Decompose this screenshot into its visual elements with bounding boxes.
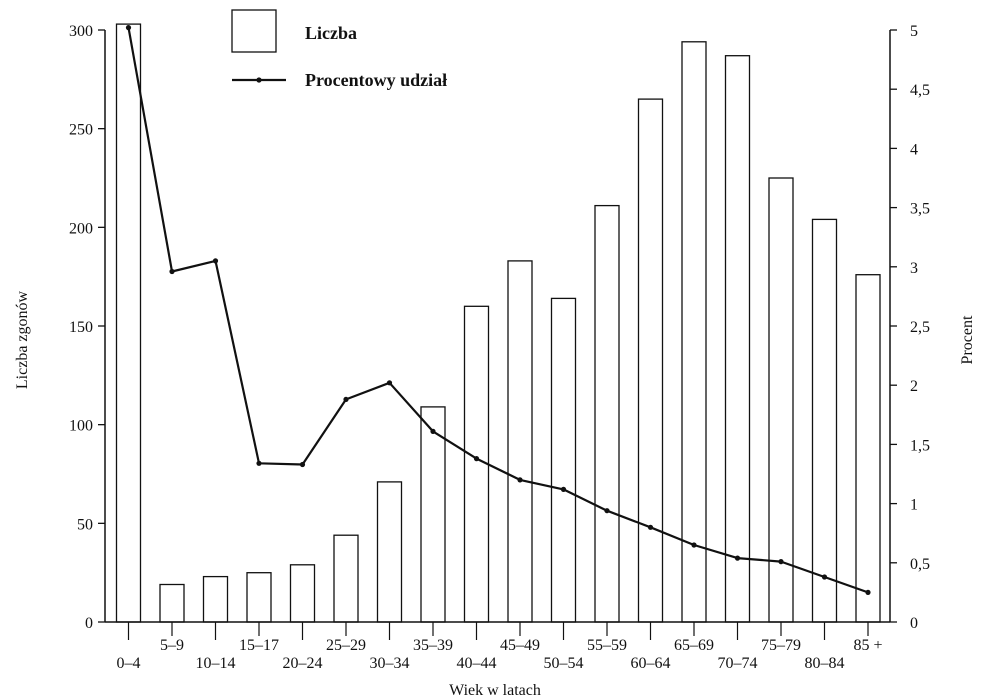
- x-tick-label-8: 40–44: [457, 655, 497, 672]
- bar-4: [289, 564, 316, 623]
- x-tick-label-7: 35–39: [413, 637, 453, 654]
- bars-layer: [115, 23, 881, 623]
- bar-13: [681, 41, 707, 623]
- bar-15: [768, 177, 794, 623]
- x-tick-label-6: 30–34: [370, 655, 410, 672]
- percent-point-3: [256, 460, 262, 466]
- percent-point-4: [299, 461, 306, 468]
- percent-point-9: [517, 477, 523, 483]
- x-tick-label-1: 5–9: [160, 637, 184, 654]
- bar-10: [550, 297, 577, 623]
- x-tick-label-15: 75–79: [761, 637, 801, 654]
- bar-17: [855, 274, 881, 623]
- right-tick-label-0: 0: [910, 615, 918, 632]
- percent-point-14: [734, 555, 741, 561]
- percent-line: [127, 27, 869, 594]
- right-tick-label-9: 4,5: [910, 82, 930, 99]
- percent-point-12: [647, 524, 654, 530]
- x-tick-label-3: 15–17: [239, 637, 279, 654]
- x-tick-label-2: 10–14: [196, 655, 236, 672]
- left-tick-label-5: 250: [69, 122, 93, 139]
- right-tick-label-4: 2: [910, 378, 918, 395]
- x-tick-label-12: 60–64: [631, 655, 671, 672]
- percent-point-17: [865, 589, 871, 596]
- left-tick-label-1: 50: [77, 516, 93, 533]
- x-tick-label-17: 85 +: [853, 637, 882, 654]
- right-tick-label-3: 1,5: [910, 437, 930, 454]
- left-tick-label-2: 100: [69, 418, 93, 435]
- bar-0: [115, 23, 142, 623]
- left-tick-label-4: 200: [69, 220, 93, 237]
- bar-5: [333, 534, 359, 623]
- x-tick-label-13: 65–69: [674, 637, 714, 654]
- x-tick-label-4: 20–24: [283, 655, 323, 672]
- x-tick-label-9: 45–49: [500, 637, 540, 654]
- bar-7: [420, 406, 446, 623]
- x-tick-label-16: 80–84: [805, 655, 845, 672]
- bar-12: [637, 98, 664, 623]
- bar-8: [463, 305, 490, 623]
- right-tick-label-6: 3: [910, 260, 918, 277]
- left-ticks: 0 50 100 150 200 250 300: [69, 23, 105, 632]
- bar-2: [202, 575, 229, 623]
- percent-point-15: [778, 559, 784, 565]
- right-ticks: 0 0,5 1 1,5 2 2,5 3 3,5 4 4,5 5: [890, 23, 930, 632]
- x-axis-title: Wiek w latach: [449, 682, 541, 699]
- left-tick-label-6: 300: [69, 23, 93, 40]
- legend-bar-label: Liczba: [305, 23, 357, 43]
- left-tick-label-3: 150: [69, 319, 93, 336]
- percent-point-0: [125, 25, 132, 31]
- x-tick-label-0: 0–4: [117, 655, 141, 672]
- percent-point-16: [821, 574, 828, 580]
- bar-6: [376, 481, 403, 623]
- percent-point-1: [169, 268, 175, 275]
- bar-11: [594, 204, 620, 623]
- percent-point-6: [386, 380, 393, 386]
- percent-point-7: [430, 428, 436, 434]
- right-tick-label-5: 2,5: [910, 319, 930, 336]
- bar-14: [724, 55, 751, 623]
- legend-line-label: Procentowy udział: [305, 70, 447, 90]
- line-layer: [125, 25, 871, 596]
- left-tick-label-0: 0: [85, 615, 93, 632]
- right-tick-label-10: 5: [910, 23, 918, 40]
- bar-1: [159, 583, 185, 623]
- percent-point-5: [343, 396, 349, 402]
- bar-9: [507, 260, 533, 623]
- x-tick-label-14: 70–74: [718, 655, 758, 672]
- bar-3: [246, 572, 272, 623]
- legend: Liczba Procentowy udział: [231, 9, 447, 90]
- percent-point-8: [473, 456, 480, 462]
- right-tick-label-8: 4: [910, 141, 918, 158]
- y2-axis-title: Procent: [959, 315, 976, 364]
- percent-point-13: [691, 542, 697, 548]
- bar-16: [811, 218, 838, 623]
- x-tick-label-5: 25–29: [326, 637, 366, 654]
- x-tick-label-11: 55–59: [587, 637, 627, 654]
- y-axis-title: Liczba zgonów: [14, 290, 31, 389]
- x-tick-label-10: 50–54: [544, 655, 584, 672]
- percent-point-10: [560, 486, 567, 492]
- legend-line-marker: [256, 77, 262, 83]
- percent-point-2: [212, 258, 219, 264]
- right-tick-label-2: 1: [910, 497, 918, 514]
- legend-bar-swatch: [231, 9, 277, 53]
- right-tick-label-1: 0,5: [910, 556, 930, 573]
- right-tick-label-7: 3,5: [910, 201, 930, 218]
- x-ticks: 0–4 5–9 10–1415–1720–2425–2930–3435–3940–4…: [117, 622, 883, 672]
- percent-point-11: [604, 508, 610, 514]
